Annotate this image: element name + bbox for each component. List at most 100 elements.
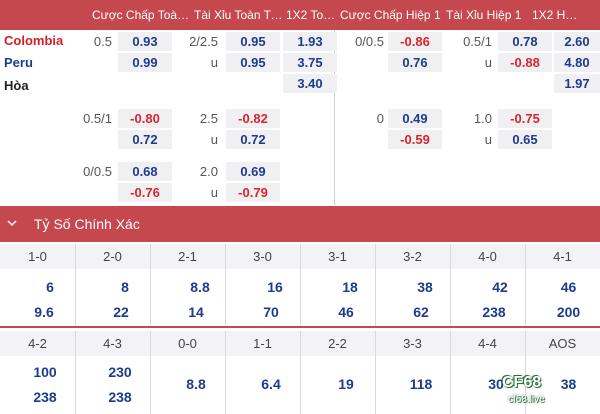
score-odds[interactable]: 8.8	[186, 376, 206, 392]
column-divider	[375, 244, 376, 326]
score-label: 4-3	[75, 331, 150, 356]
score-label: 3-0	[225, 244, 300, 269]
score-odds[interactable]: 42	[492, 279, 508, 295]
section-divider	[334, 30, 335, 205]
under-marker: u	[210, 132, 218, 147]
score-label: 4-4	[450, 331, 525, 356]
score-label: 2-0	[75, 244, 150, 269]
under-marker: u	[484, 132, 492, 147]
score-label: 1-0	[0, 244, 75, 269]
under-marker: u	[210, 185, 218, 200]
odds-cell[interactable]: -0.59	[388, 130, 442, 149]
chevron-down-icon[interactable]	[7, 218, 17, 228]
score-odds[interactable]: 46	[560, 279, 577, 295]
odds-cell[interactable]: 2.60	[554, 32, 600, 51]
team-draw: Hòa	[4, 78, 29, 93]
col-overunder-fulltime[interactable]: Tài Xỉu Toàn Trận	[194, 8, 284, 22]
col-1x2-fulltime[interactable]: 1X2 Toà...	[286, 8, 336, 22]
overunder-line: 2.0	[199, 164, 218, 179]
column-divider	[450, 244, 451, 326]
col-overunder-half1[interactable]: Tài Xỉu Hiệp 1	[446, 8, 522, 22]
score-odds[interactable]: 38	[417, 279, 433, 295]
correct-score-title: Tỷ Số Chính Xác	[34, 216, 140, 232]
column-divider	[150, 331, 151, 414]
under-marker: u	[484, 55, 492, 70]
column-divider	[75, 244, 76, 326]
score-odds[interactable]: 18	[342, 279, 358, 295]
score-label: 4-0	[450, 244, 525, 269]
odds-cell[interactable]: 0.93	[118, 32, 172, 51]
odds-cell[interactable]: 0.65	[498, 130, 552, 149]
score-odds[interactable]: 200	[556, 304, 581, 320]
odds-cell[interactable]: -0.75	[498, 109, 552, 128]
odds-cell[interactable]: 3.40	[283, 74, 337, 93]
score-odds[interactable]: 8	[121, 279, 129, 295]
score-odds[interactable]: 238	[33, 389, 57, 405]
score-odds[interactable]: 14	[188, 304, 204, 320]
score-label: 3-2	[375, 244, 450, 269]
column-divider	[150, 244, 151, 326]
handicap-line: 0.5	[93, 34, 112, 49]
team-home: Colombia	[4, 33, 64, 48]
odds-cell[interactable]: -0.80	[118, 109, 172, 128]
column-divider	[375, 331, 376, 414]
column-divider	[75, 331, 76, 414]
score-odds[interactable]: 6	[46, 279, 54, 295]
score-odds[interactable]: 238	[482, 304, 506, 320]
column-divider	[300, 244, 301, 326]
score-odds[interactable]: 8.8	[190, 279, 210, 295]
odds-cell[interactable]: 0.69	[226, 162, 280, 181]
score-label: 3-3	[375, 331, 450, 356]
odds-cell[interactable]: 0.72	[226, 130, 280, 149]
odds-cell[interactable]: 0.72	[118, 130, 172, 149]
odds-cell[interactable]: -0.76	[118, 183, 172, 202]
odds-cell[interactable]: -0.82	[226, 109, 280, 128]
score-odds[interactable]: 70	[263, 304, 279, 320]
score-odds[interactable]: 22	[113, 304, 129, 320]
score-label: AOS	[525, 331, 600, 356]
score-label: 2-2	[300, 331, 375, 356]
score-odds[interactable]: 100	[33, 364, 57, 380]
score-odds[interactable]: 62	[413, 304, 429, 320]
overunder-line: 0.5/1	[463, 34, 492, 49]
score-odds[interactable]: 9.6	[34, 304, 54, 320]
score-odds[interactable]: 46	[338, 304, 354, 320]
overunder-line: 2.5	[199, 111, 218, 126]
odds-cell[interactable]: 3.75	[283, 53, 337, 72]
odds-cell[interactable]: -0.86	[388, 32, 442, 51]
odds-cell[interactable]: -0.79	[226, 183, 280, 202]
odds-cell[interactable]: 0.68	[118, 162, 172, 181]
odds-cell[interactable]: 0.99	[118, 53, 172, 72]
score-odds[interactable]: 238	[108, 389, 132, 405]
odds-cell[interactable]: 0.95	[226, 32, 280, 51]
odds-cell[interactable]: -0.88	[498, 53, 552, 72]
score-label: 4-2	[0, 331, 75, 356]
col-1x2-half1[interactable]: 1X2 Hiệ...	[532, 8, 580, 22]
score-odds[interactable]: 30	[488, 376, 504, 392]
score-odds[interactable]: 118	[409, 376, 433, 392]
col-handicap-half1[interactable]: Cược Chấp Hiệp 1	[340, 8, 441, 22]
col-handicap-fulltime[interactable]: Cược Chấp Toàn ...	[92, 8, 190, 22]
odds-cell[interactable]: 4.80	[554, 53, 600, 72]
odds-cell[interactable]: 0.76	[388, 53, 442, 72]
odds-cell[interactable]: 1.93	[283, 32, 337, 51]
overunder-line: 2/2.5	[189, 34, 218, 49]
odds-cell[interactable]: 0.49	[388, 109, 442, 128]
score-odds[interactable]: 230	[108, 364, 132, 380]
score-odds[interactable]: 6.4	[261, 376, 281, 392]
handicap-line: 0	[376, 111, 384, 126]
column-divider	[525, 244, 526, 326]
column-divider	[525, 331, 526, 414]
score-odds[interactable]: 16	[267, 279, 283, 295]
score-odds[interactable]: 19	[338, 376, 354, 392]
odds-cell[interactable]: 1.97	[554, 74, 600, 93]
score-odds[interactable]: 38	[560, 376, 577, 392]
correct-score-header[interactable]: Tỷ Số Chính Xác	[0, 206, 600, 242]
column-divider	[300, 331, 301, 414]
odds-cell[interactable]: 0.95	[226, 53, 280, 72]
under-marker: u	[210, 55, 218, 70]
handicap-line: 0/0.5	[355, 34, 384, 49]
overunder-line: 1.0	[473, 111, 492, 126]
odds-cell[interactable]: 0.78	[498, 32, 552, 51]
score-grid-row1: 1-0 2-0 2-1 3-0 3-1 3-2 4-0 4-1 6 8 8.8 …	[0, 244, 600, 326]
